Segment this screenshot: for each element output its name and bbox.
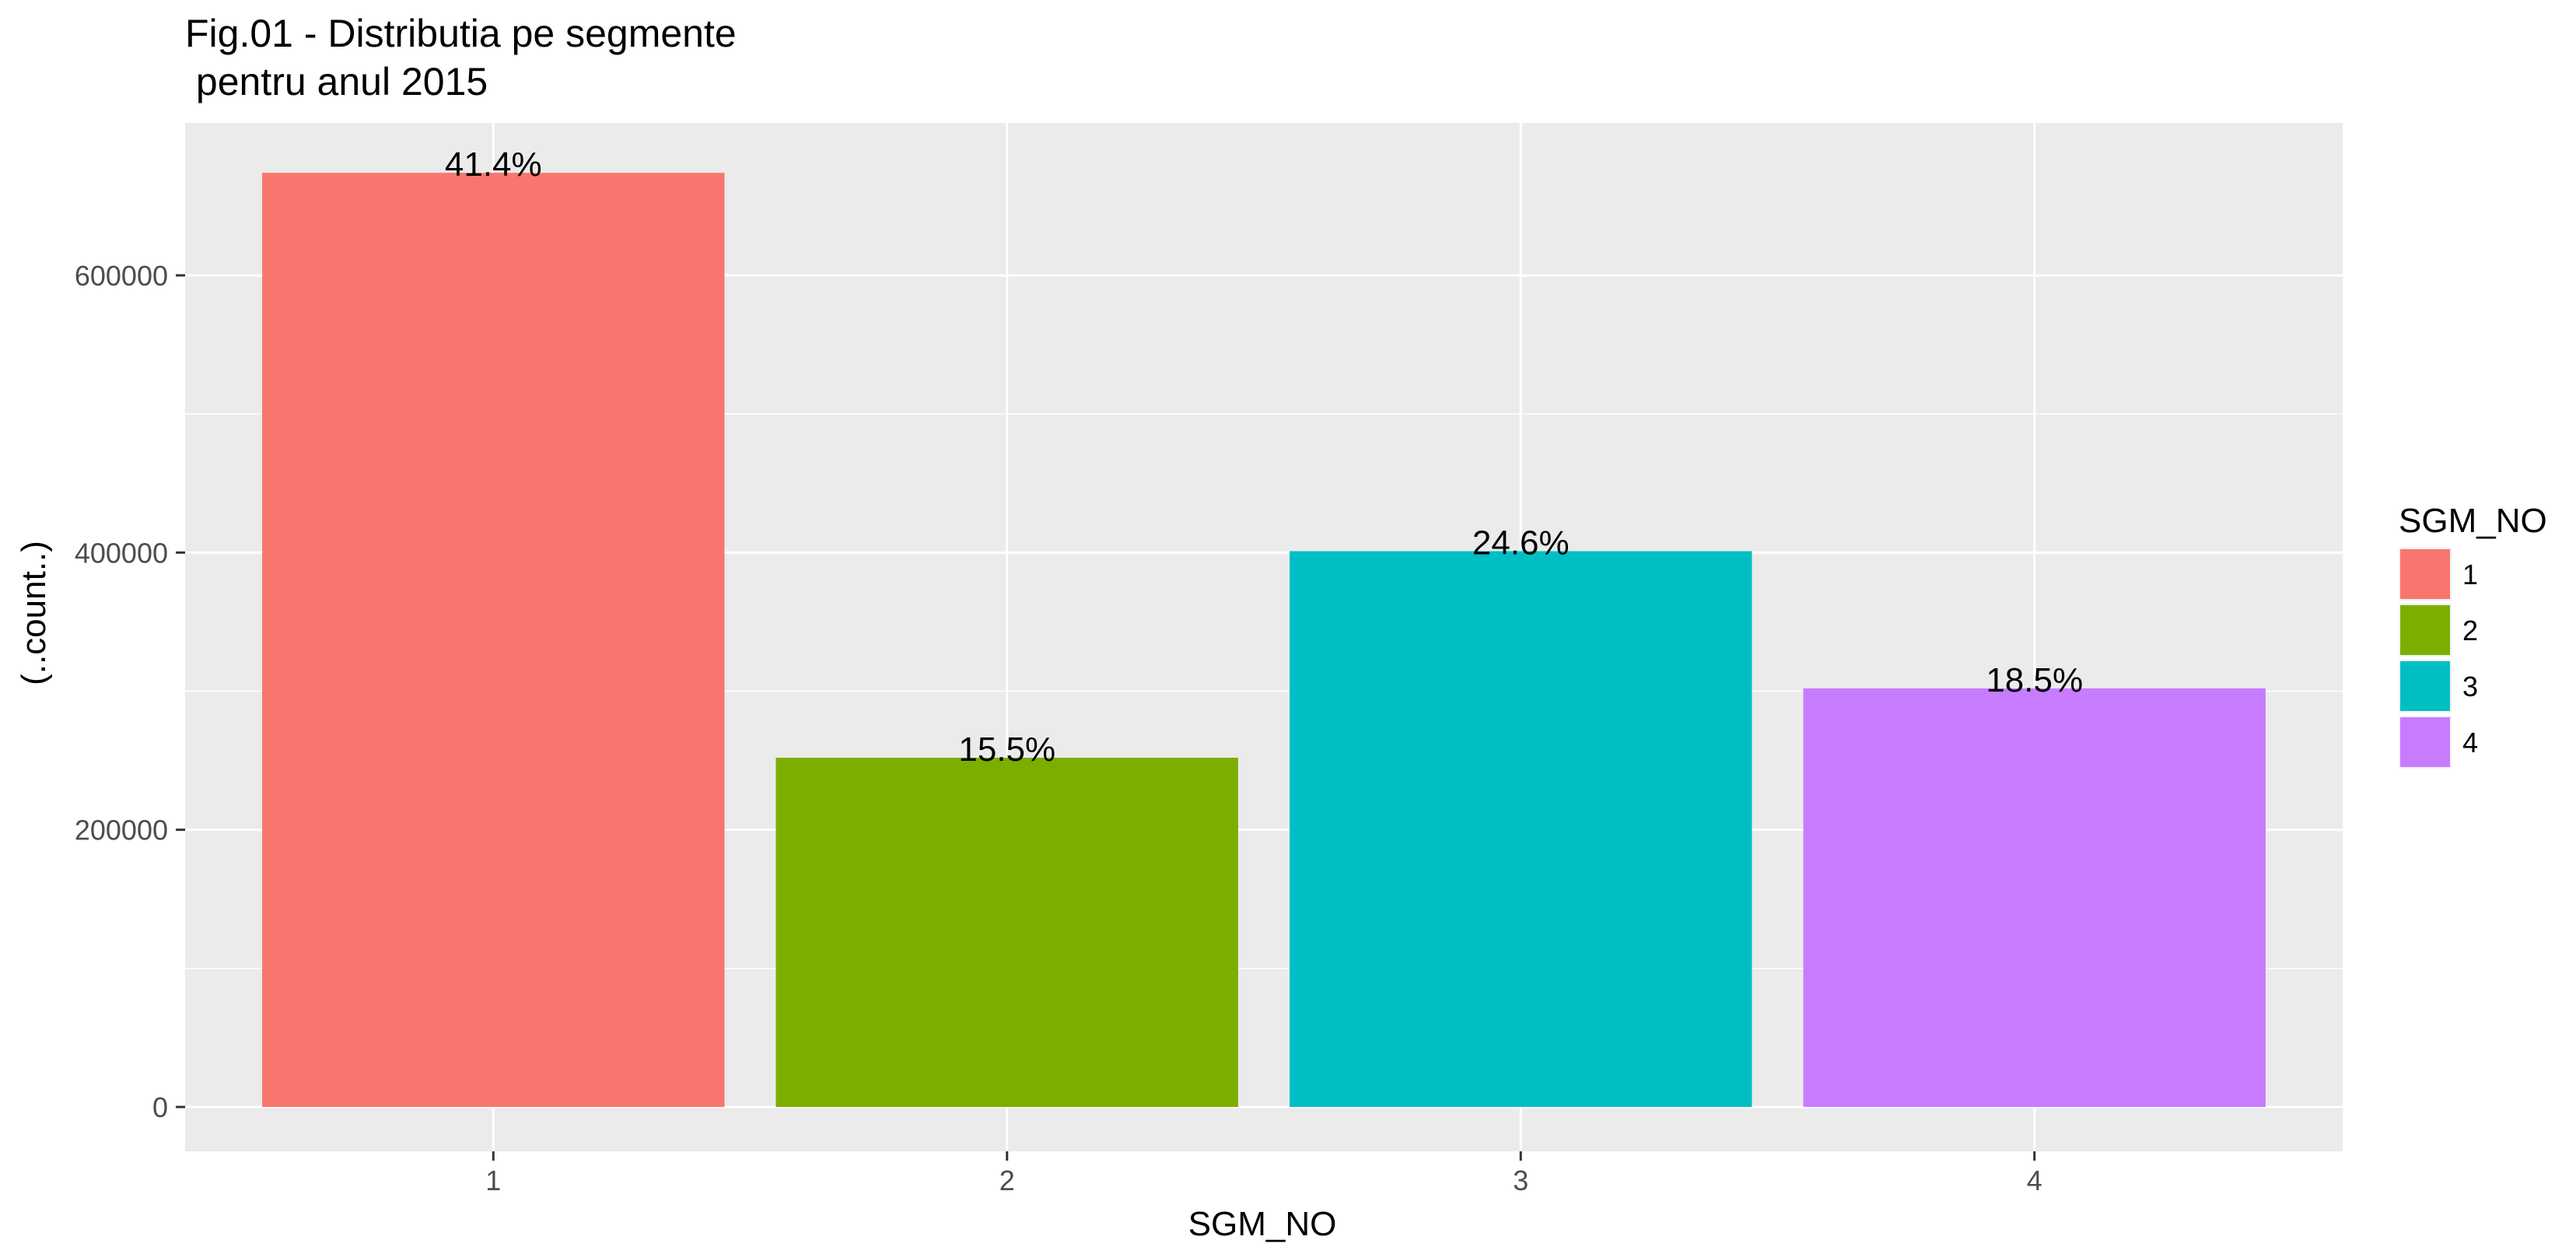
- legend-title: SGM_NO: [2399, 502, 2547, 540]
- x-tick-label: 2: [999, 1165, 1015, 1196]
- y-tick-label: 0: [152, 1091, 168, 1123]
- legend-items: 1 2 3 4: [2399, 548, 2478, 769]
- legend: SGM_NO 1 2 3 4: [2399, 502, 2547, 769]
- y-axis-title: (..count..): [15, 541, 53, 685]
- bar-labels: 41.4% 15.5% 24.6% 18.5%: [445, 145, 2083, 769]
- chart-title: Fig.01 - Distributia pe segmente: [185, 12, 737, 55]
- legend-label-4: 4: [2462, 727, 2478, 758]
- bar-4: [1803, 688, 2266, 1107]
- legend-label-2: 2: [2462, 615, 2478, 646]
- bar-1: [262, 173, 725, 1107]
- legend-swatch-3: [2400, 661, 2450, 711]
- bar-2: [775, 758, 1238, 1107]
- legend-swatch-2: [2400, 605, 2450, 655]
- bar-label-1: 41.4%: [445, 145, 542, 184]
- y-tick-label: 400000: [75, 537, 168, 569]
- bar-label-2: 15.5%: [958, 730, 1055, 769]
- legend-swatch-1: [2400, 549, 2450, 599]
- y-tick-label: 200000: [75, 814, 168, 846]
- bar-label-3: 24.6%: [1472, 524, 1570, 562]
- bar-label-4: 18.5%: [1986, 661, 2083, 699]
- chart-subtitle: pentru anul 2015: [185, 60, 488, 103]
- y-axis: 0 200000 400000 600000: [75, 260, 185, 1123]
- x-tick-label: 3: [1513, 1165, 1528, 1196]
- x-tick-label: 4: [2027, 1165, 2042, 1196]
- legend-label-1: 1: [2462, 559, 2478, 590]
- y-tick-label: 600000: [75, 260, 168, 292]
- x-tick-label: 1: [485, 1165, 501, 1196]
- bars: [262, 173, 2266, 1107]
- legend-label-3: 3: [2462, 671, 2478, 702]
- x-axis: 1 2 3 4: [485, 1151, 2042, 1196]
- x-axis-title: SGM_NO: [1188, 1205, 1337, 1243]
- bar-3: [1290, 551, 1752, 1107]
- legend-swatch-4: [2400, 717, 2450, 767]
